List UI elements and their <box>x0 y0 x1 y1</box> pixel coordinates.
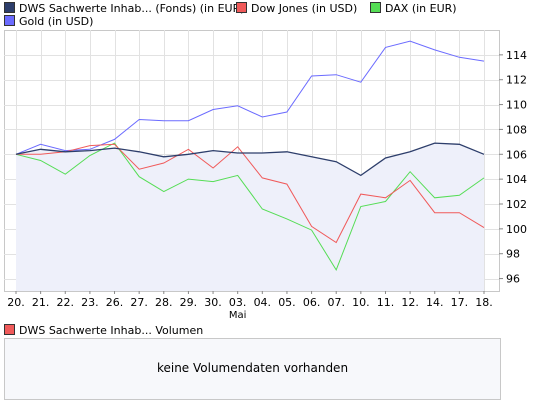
y-tick-label: 98 <box>506 248 520 261</box>
legend-swatch-gold <box>4 15 15 26</box>
x-tick-label: 28. <box>155 296 173 309</box>
x-tick-label: 18. <box>475 296 493 309</box>
y-tick-label: 100 <box>506 223 527 236</box>
y-axis: 96 98 100 102 104 106 108 110 112 114 <box>499 49 527 286</box>
y-tick-label: 104 <box>506 173 527 186</box>
legend-label-gold: Gold (in USD) <box>19 15 94 28</box>
x-tick-label: 21. <box>32 296 50 309</box>
series-line-gold <box>15 40 485 155</box>
x-tick-label: 10. <box>352 296 370 309</box>
y-tick-label: 110 <box>506 99 527 112</box>
series-area-dws <box>16 143 484 291</box>
y-tick-label: 96 <box>506 273 520 286</box>
x-tick-label: 30. <box>204 296 222 309</box>
y-tick-label: 106 <box>506 148 527 161</box>
x-tick-label: 12. <box>401 296 419 309</box>
legend-item-dow-jones: Dow Jones (in USD) <box>236 2 357 15</box>
legend-label-dow-jones: Dow Jones (in USD) <box>251 2 358 15</box>
y-tick-label: 114 <box>506 49 527 62</box>
volume-legend: DWS Sachwerte Inhab... Volumen <box>4 324 203 337</box>
legend-item-dax: DAX (in EUR) <box>370 2 457 15</box>
legend-item-dws: DWS Sachwerte Inhab... (Fonds) (in EUR) <box>4 2 245 15</box>
volume-empty-message: keine Volumendaten vorhanden <box>156 361 349 375</box>
x-tick-label: 26. <box>106 296 124 309</box>
x-tick-label: 22. <box>57 296 75 309</box>
series-areas <box>16 143 484 291</box>
y-tick-label: 112 <box>506 74 527 87</box>
x-tick-label: 05. <box>278 296 296 309</box>
x-axis: 20. 21. 22. 23. 26. 27. 28. 29. 30. 03. 04. 05. 06. 0… <box>7 291 493 321</box>
legend-swatch-dax <box>370 2 381 13</box>
price-chart: 96 98 100 102 104 106 108 110 112 114 20. 21. 22. 23… <box>4 30 527 321</box>
x-tick-label: 06. <box>303 296 321 309</box>
x-tick-label: 11. <box>377 296 395 309</box>
x-tick-label: 03. <box>229 296 247 309</box>
x-tick-label: 23. <box>81 296 99 309</box>
x-month-label: Mai <box>229 310 247 321</box>
volume-legend-swatch <box>4 324 15 335</box>
series-line-dow-jones <box>16 143 485 244</box>
series-line-dws <box>15 142 485 177</box>
x-tick-label: 20. <box>7 296 25 309</box>
series-lines <box>15 40 485 272</box>
x-tick-label: 14. <box>426 296 444 309</box>
volume-legend-label: DWS Sachwerte Inhab... Volumen <box>19 324 204 337</box>
volume-panel: keine Volumendaten vorhanden <box>4 338 501 400</box>
x-tick-label: 07. <box>327 296 345 309</box>
x-tick-label: 04. <box>254 296 272 309</box>
x-tick-label: 17. <box>451 296 469 309</box>
legend-swatch-dow-jones <box>236 2 247 13</box>
y-tick-label: 108 <box>506 123 527 136</box>
y-tick-label: 102 <box>506 198 527 211</box>
x-tick-label: 29. <box>180 296 198 309</box>
x-tick-label: 27. <box>130 296 148 309</box>
series-line-dax <box>15 142 485 272</box>
legend-label-dax: DAX (in EUR) <box>385 2 457 15</box>
legend-item-gold: Gold (in USD) <box>4 15 93 28</box>
legend-label-dws: DWS Sachwerte Inhab... (Fonds) (in EUR) <box>19 2 245 15</box>
legend-swatch-dws <box>4 2 15 13</box>
